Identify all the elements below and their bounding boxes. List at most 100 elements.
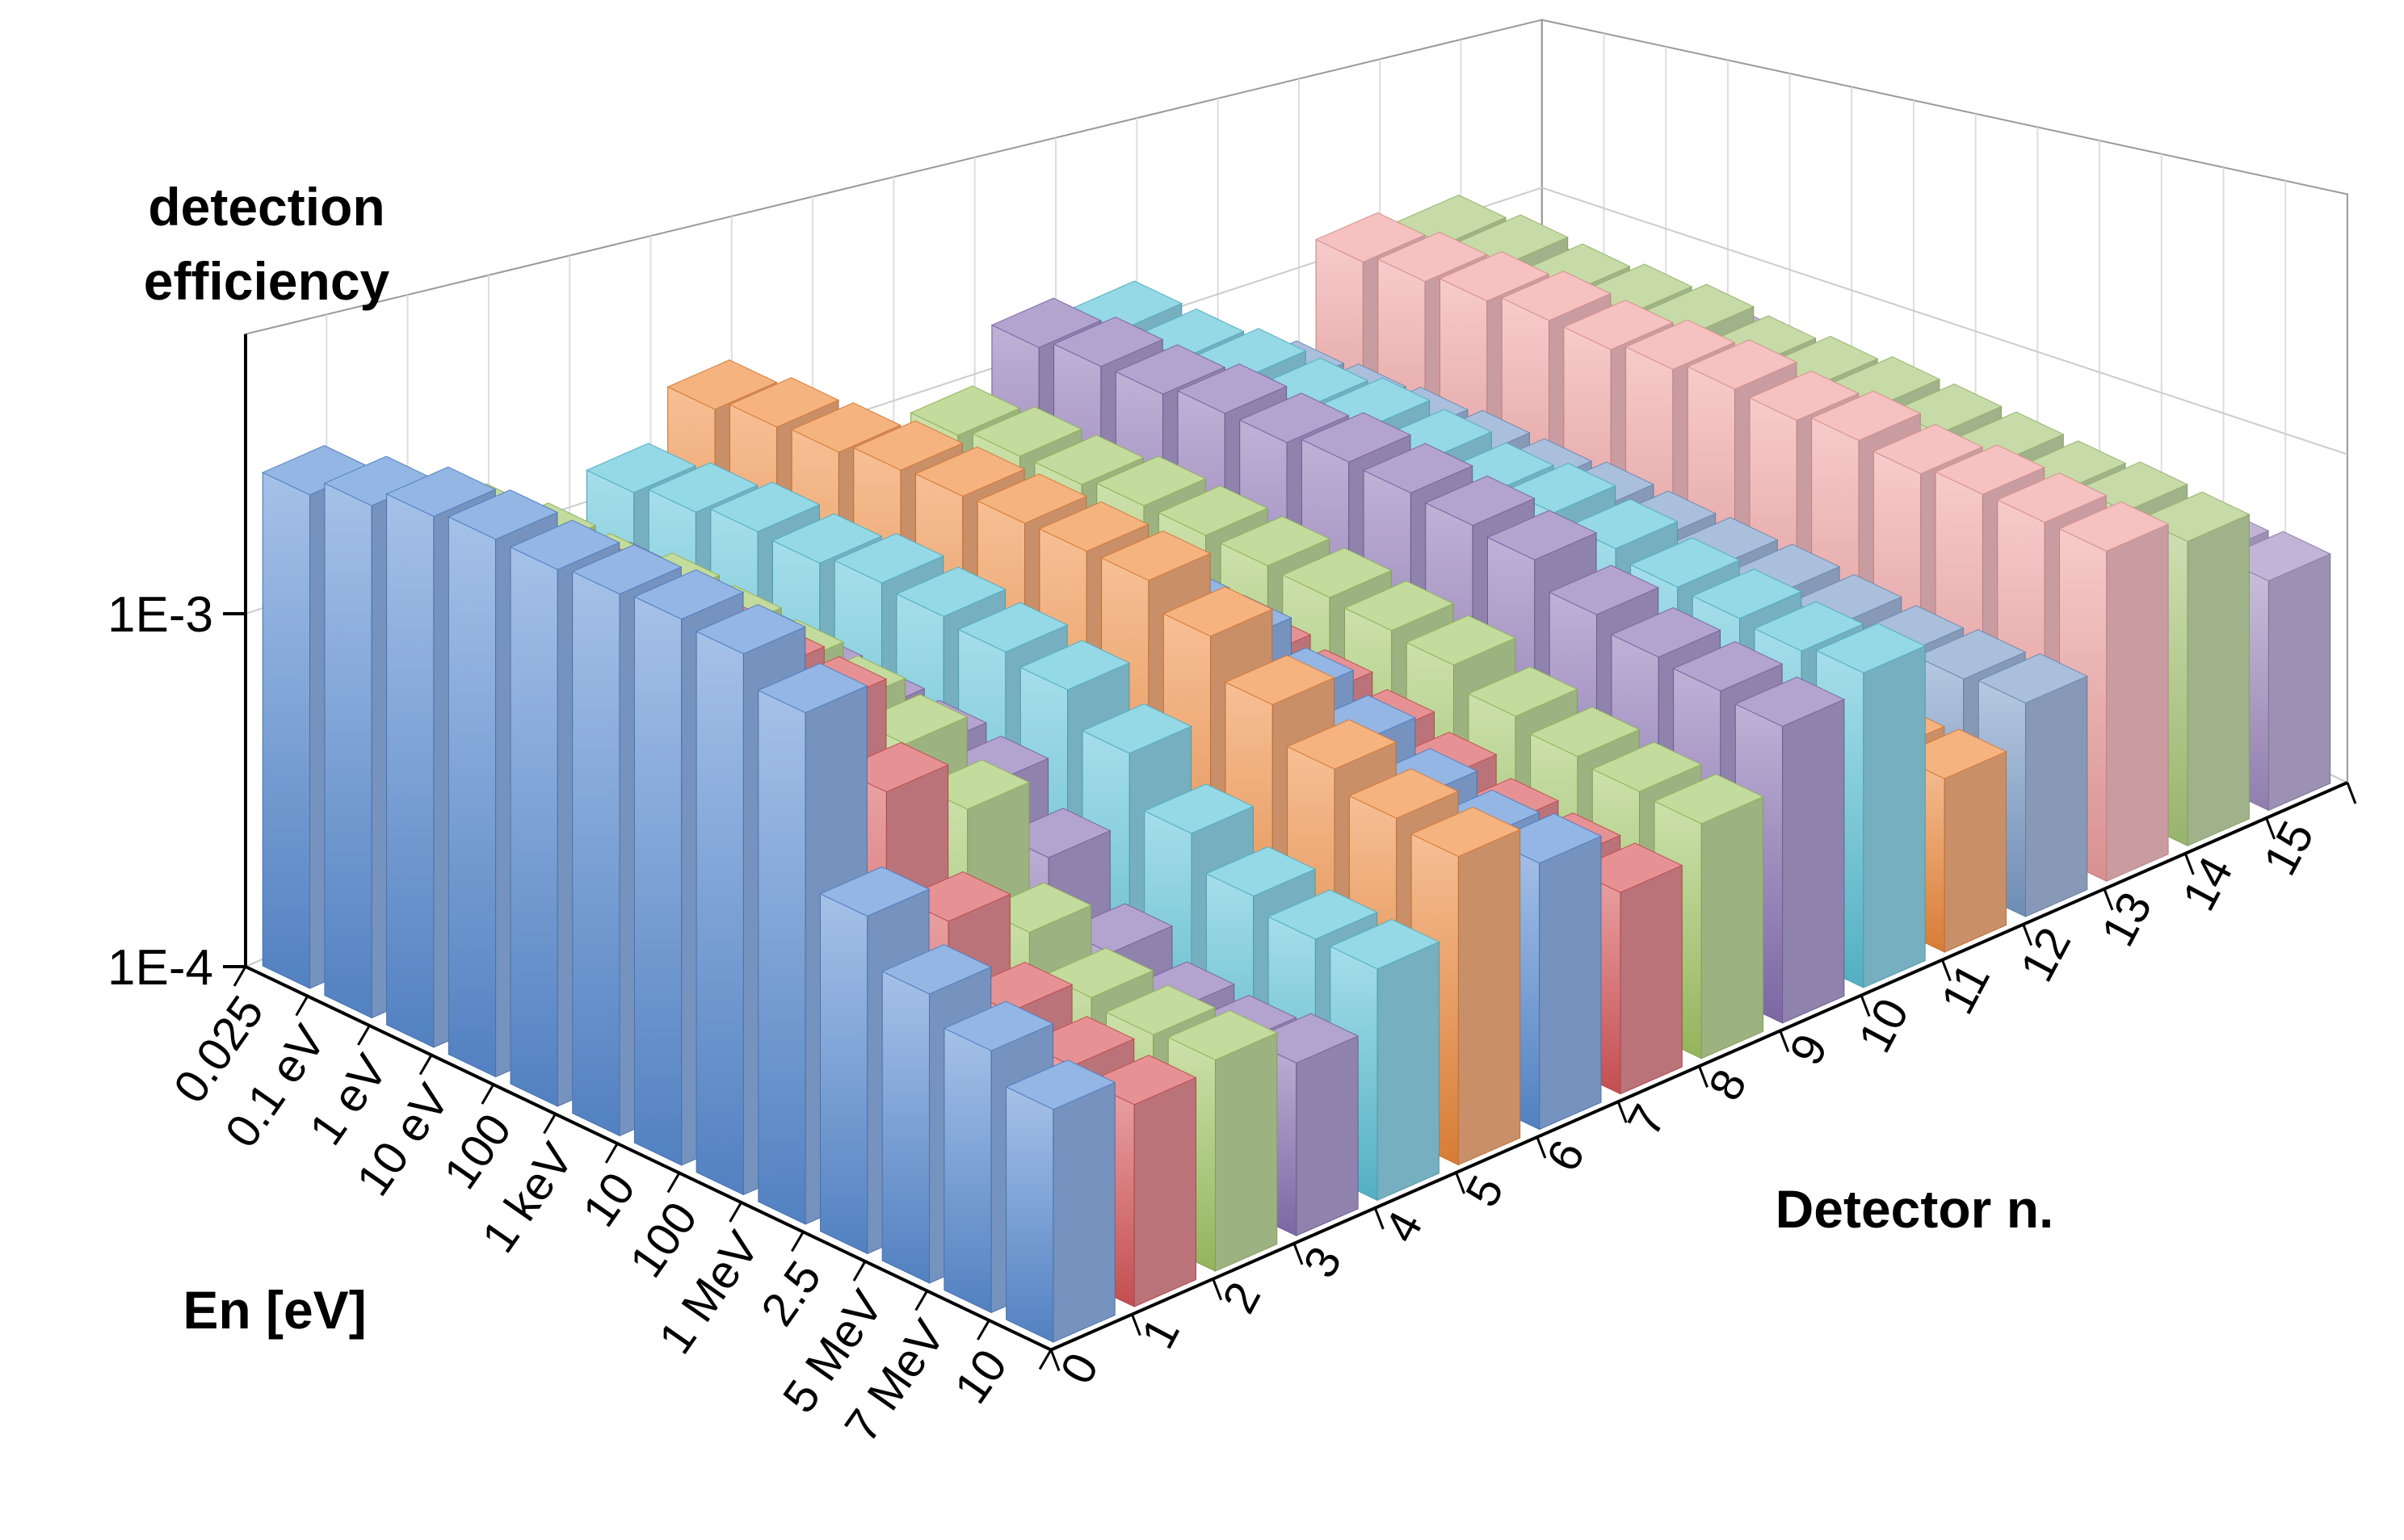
bar-front [758, 690, 806, 1225]
y-tick-label: 8 [1699, 1061, 1758, 1109]
bar-top [509, 519, 620, 570]
bar-top [1314, 212, 1426, 263]
bar-top [1624, 319, 1736, 370]
bar-top [833, 533, 945, 584]
x-tick [543, 1113, 557, 1135]
bar-top [1176, 363, 1288, 414]
bar-top [1548, 564, 1660, 615]
bar-top [647, 462, 759, 513]
bar-top [1081, 703, 1192, 754]
bar-top [1529, 707, 1641, 757]
bar-top [1115, 344, 1226, 395]
x-tick [977, 1320, 990, 1341]
bar-side [2267, 553, 2331, 812]
bar-side [2106, 523, 2169, 882]
bar-front [448, 516, 497, 1078]
bar-top [1281, 548, 1393, 598]
y-tick [1373, 1207, 1385, 1230]
bar-top [1405, 615, 1517, 665]
x-tick [729, 1202, 742, 1223]
bar-top [880, 944, 993, 995]
bar-top [1872, 424, 1984, 475]
bar-side [2187, 514, 2250, 847]
bar-top [1486, 510, 1598, 560]
bar-top [1100, 531, 1212, 581]
y-tick-label: 3 [1293, 1238, 1352, 1286]
y-tick-label: 13 [2091, 883, 2162, 954]
bar-top [1053, 317, 1164, 367]
y-tick [1860, 994, 1871, 1018]
bar-side [1053, 1081, 1116, 1343]
bar-top [972, 406, 1083, 457]
y-tick [2265, 817, 2276, 840]
z-axis-title: detection efficiency [143, 177, 390, 311]
bar-top [771, 513, 883, 564]
bar-top [1095, 455, 1207, 506]
bar-top [1610, 607, 1721, 658]
bar-top [1753, 601, 1864, 652]
y-tick [1212, 1278, 1223, 1301]
bar-top [1162, 586, 1274, 637]
bar-top [1019, 640, 1131, 690]
x-tick [481, 1084, 495, 1105]
bar-top [1038, 501, 1149, 552]
bar-top [1996, 472, 2108, 523]
bar-top [695, 603, 806, 655]
bar-side [1296, 1035, 1359, 1236]
x-tick [418, 1054, 433, 1076]
bar-front [1006, 1086, 1054, 1343]
bar-side [1782, 699, 1845, 1024]
bar-top [1238, 392, 1350, 443]
y-axis-title: Detector n. [1776, 1179, 2054, 1239]
bar-top [1348, 768, 1460, 819]
bar-side [1133, 1076, 1196, 1307]
bar-top [1376, 231, 1488, 283]
bar-top [1219, 515, 1330, 567]
bar-top [1267, 889, 1378, 940]
bar-top [1033, 434, 1145, 485]
y-tick-label: 6 [1536, 1132, 1595, 1180]
bar-front [696, 631, 744, 1196]
y-tick-label: 15 [2254, 813, 2325, 883]
y-tick-label: 7 [1617, 1097, 1676, 1144]
bar-side [1376, 941, 1439, 1202]
y-tick-label: 11 [1931, 955, 2000, 1022]
bar-top [1591, 741, 1703, 792]
x-tick [791, 1231, 805, 1253]
bar-top [2058, 501, 2170, 552]
bar-top [1105, 984, 1217, 1035]
bar-top [666, 359, 778, 410]
bar-front [881, 971, 930, 1284]
bar-top [1343, 581, 1455, 632]
bar-top [976, 473, 1088, 524]
y-tick [1131, 1314, 1141, 1336]
y-tick [1779, 1030, 1790, 1052]
x-tick [604, 1143, 619, 1164]
x-tick [233, 966, 247, 987]
y-tick [2022, 924, 2033, 946]
y-tick-label: 9 [1780, 1026, 1839, 1073]
y-tick-label: 5 [1456, 1168, 1515, 1215]
bar-front [324, 482, 372, 1019]
bar-top [1815, 623, 1927, 673]
bar-top [1977, 653, 2089, 704]
bar-top [385, 466, 497, 517]
bar-front [820, 893, 868, 1255]
bar-side [1944, 751, 2007, 953]
bar-top [1734, 676, 1846, 728]
bar-top [1166, 1009, 1279, 1060]
y-tick [1616, 1101, 1628, 1123]
z-tick-label: 1E-3 [107, 587, 213, 643]
y-tick [1455, 1172, 1465, 1194]
bar-top [1562, 300, 1674, 350]
bar-side [1863, 645, 1926, 988]
x-tick [914, 1290, 928, 1311]
y-tick [1049, 1349, 1061, 1372]
bar-top [1672, 640, 1784, 692]
bar-top [819, 866, 931, 917]
bar-top [1439, 251, 1550, 302]
bar-top [1143, 783, 1255, 834]
y-tick [2103, 888, 2114, 911]
